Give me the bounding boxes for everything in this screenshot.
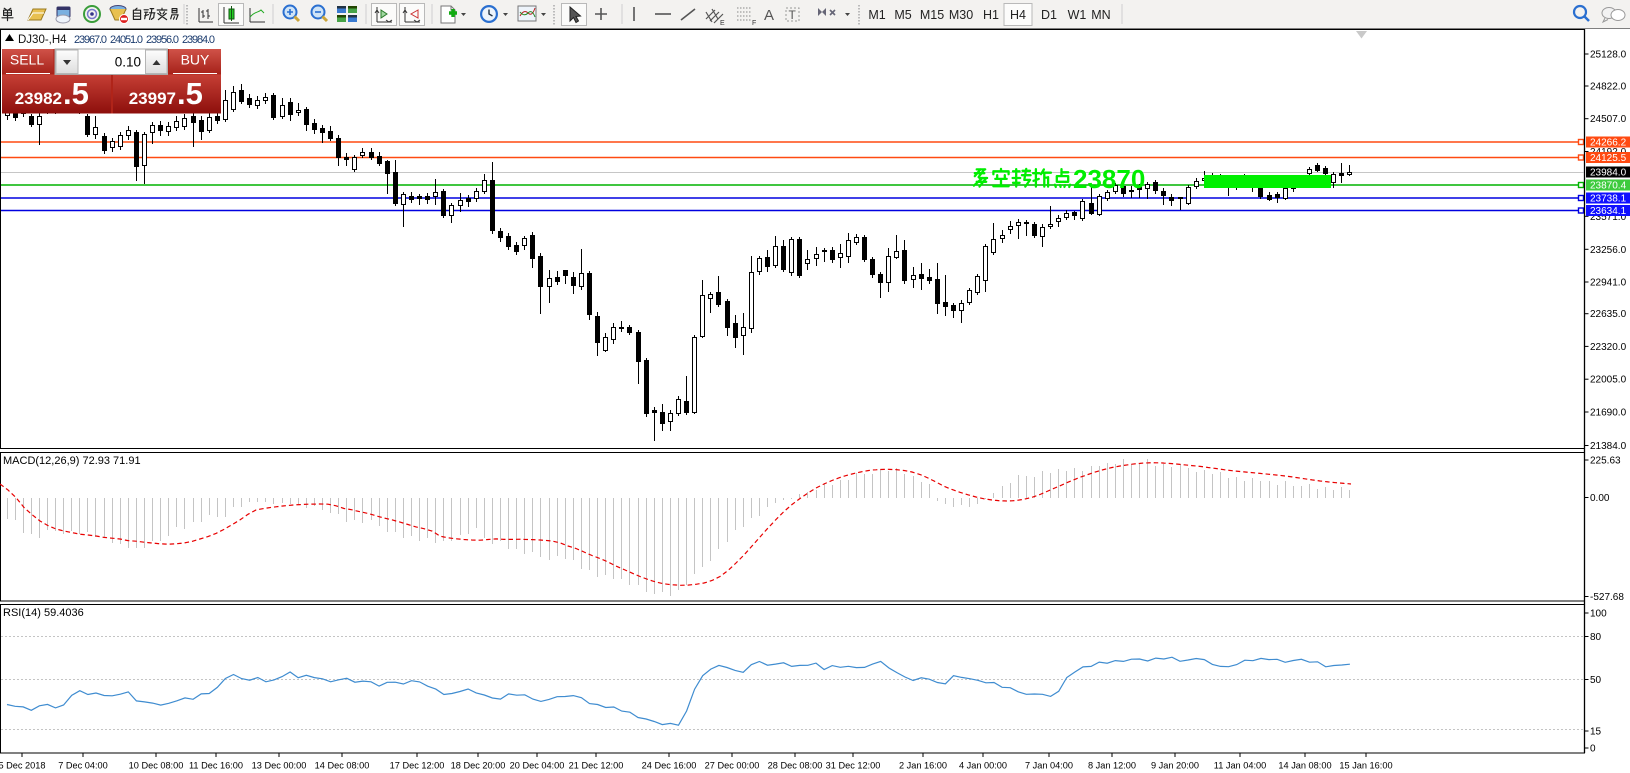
svg-text:22320.0: 22320.0	[1590, 342, 1627, 353]
svg-text:22941.0: 22941.0	[1590, 278, 1627, 289]
svg-text:M1: M1	[868, 8, 885, 22]
svg-text:2 Jan 16:00: 2 Jan 16:00	[899, 761, 947, 771]
svg-text:15: 15	[1590, 727, 1602, 738]
svg-text:23982: 23982	[15, 89, 62, 108]
svg-text:23956.0: 23956.0	[146, 34, 179, 46]
svg-text:10 Dec 08:00: 10 Dec 08:00	[129, 761, 184, 771]
svg-text:100: 100	[1590, 609, 1607, 620]
svg-text:H4: H4	[1010, 8, 1026, 22]
svg-text:.5: .5	[177, 76, 203, 111]
svg-text:BUY: BUY	[181, 52, 210, 68]
svg-text:MN: MN	[1091, 8, 1110, 22]
svg-text:22635.0: 22635.0	[1590, 309, 1627, 320]
svg-text:27 Dec 00:00: 27 Dec 00:00	[705, 761, 760, 771]
svg-text:25128.0: 25128.0	[1590, 50, 1627, 61]
svg-text:M15: M15	[920, 8, 944, 22]
svg-text:T: T	[789, 8, 797, 22]
svg-text:23738.1: 23738.1	[1590, 194, 1627, 205]
svg-text:225.63: 225.63	[1590, 456, 1621, 467]
svg-text:18 Dec 20:00: 18 Dec 20:00	[451, 761, 506, 771]
svg-text:11 Jan 04:00: 11 Jan 04:00	[1214, 761, 1266, 771]
svg-text:28 Dec 08:00: 28 Dec 08:00	[768, 761, 823, 771]
svg-text:E: E	[720, 20, 725, 27]
svg-text:23634.1: 23634.1	[1590, 206, 1627, 217]
svg-text:23870: 23870	[1073, 164, 1145, 194]
svg-text:23997: 23997	[129, 89, 176, 108]
svg-text:M5: M5	[894, 8, 911, 22]
svg-text:0.10: 0.10	[115, 55, 141, 70]
svg-text:RSI(14) 59.4036: RSI(14) 59.4036	[3, 607, 84, 619]
svg-text:14 Jan 08:00: 14 Jan 08:00	[1278, 761, 1331, 771]
svg-text:24266.2: 24266.2	[1590, 138, 1627, 149]
svg-text:A: A	[764, 7, 774, 24]
svg-text:DJ30-,H4: DJ30-,H4	[18, 34, 67, 46]
svg-text:31 Dec 12:00: 31 Dec 12:00	[826, 761, 881, 771]
svg-text:17 Dec 12:00: 17 Dec 12:00	[390, 761, 445, 771]
svg-text:8 Jan 12:00: 8 Jan 12:00	[1088, 761, 1136, 771]
svg-text:23870.4: 23870.4	[1590, 181, 1627, 192]
svg-text:W1: W1	[1068, 8, 1087, 22]
svg-text:5 Dec 2018: 5 Dec 2018	[0, 761, 46, 771]
svg-text:9 Jan 20:00: 9 Jan 20:00	[1151, 761, 1199, 771]
svg-text:22005.0: 22005.0	[1590, 375, 1627, 386]
svg-text:23984.0: 23984.0	[1590, 168, 1627, 179]
svg-text:20 Dec 04:00: 20 Dec 04:00	[510, 761, 565, 771]
svg-text:D1: D1	[1041, 8, 1057, 22]
svg-text:4 Jan 00:00: 4 Jan 00:00	[959, 761, 1007, 771]
svg-text:23984.0: 23984.0	[182, 34, 215, 46]
svg-text:7 Jan 04:00: 7 Jan 04:00	[1025, 761, 1073, 771]
svg-text:24 Dec 16:00: 24 Dec 16:00	[642, 761, 697, 771]
svg-text:24125.5: 24125.5	[1590, 153, 1627, 164]
svg-text:24051.0: 24051.0	[110, 34, 143, 46]
svg-text:23256.0: 23256.0	[1590, 245, 1627, 256]
svg-text:24822.0: 24822.0	[1590, 82, 1627, 93]
svg-text:-527.68: -527.68	[1590, 592, 1624, 603]
svg-text:.5: .5	[63, 76, 89, 111]
svg-text:23571.0: 23571.0	[1590, 212, 1627, 223]
svg-text:H1: H1	[983, 8, 999, 22]
svg-text:7 Dec 04:00: 7 Dec 04:00	[58, 761, 108, 771]
svg-text:23967.0: 23967.0	[74, 34, 107, 46]
svg-text:80: 80	[1590, 632, 1602, 643]
svg-text:0.00: 0.00	[1590, 493, 1610, 504]
svg-text:21 Dec 12:00: 21 Dec 12:00	[569, 761, 624, 771]
svg-text:MACD(12,26,9) 72.93 71.91: MACD(12,26,9) 72.93 71.91	[3, 455, 141, 467]
svg-text:14 Dec 08:00: 14 Dec 08:00	[315, 761, 370, 771]
svg-text:F: F	[752, 20, 756, 27]
svg-text:50: 50	[1590, 675, 1602, 686]
svg-text:13 Dec 00:00: 13 Dec 00:00	[252, 761, 307, 771]
svg-text:0: 0	[1590, 744, 1596, 755]
svg-text:21384.0: 21384.0	[1590, 441, 1627, 452]
svg-text:15 Jan 16:00: 15 Jan 16:00	[1339, 761, 1392, 771]
svg-text:SELL: SELL	[10, 52, 44, 68]
svg-text:21690.0: 21690.0	[1590, 408, 1627, 419]
svg-text:24507.0: 24507.0	[1590, 114, 1627, 125]
svg-text:M30: M30	[949, 8, 973, 22]
svg-text:11 Dec 16:00: 11 Dec 16:00	[189, 761, 243, 771]
